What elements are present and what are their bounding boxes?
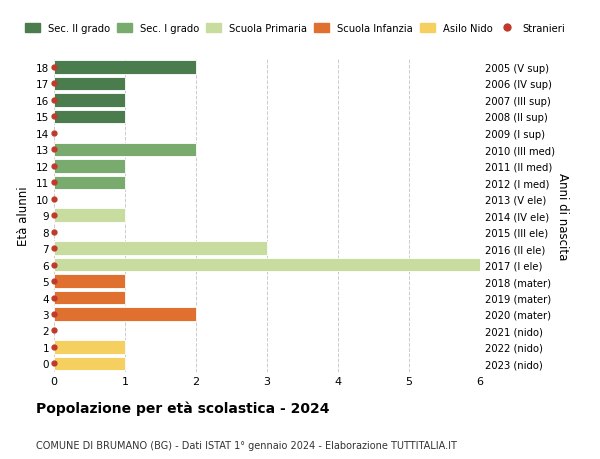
Legend: Sec. II grado, Sec. I grado, Scuola Primaria, Scuola Infanzia, Asilo Nido, Stran: Sec. II grado, Sec. I grado, Scuola Prim…	[25, 24, 566, 34]
Bar	[54, 242, 267, 255]
Bar	[54, 274, 125, 288]
Bar	[54, 143, 196, 157]
Bar	[54, 308, 196, 321]
Text: Popolazione per età scolastica - 2024: Popolazione per età scolastica - 2024	[36, 401, 329, 415]
Text: COMUNE DI BRUMANO (BG) - Dati ISTAT 1° gennaio 2024 - Elaborazione TUTTITALIA.IT: COMUNE DI BRUMANO (BG) - Dati ISTAT 1° g…	[36, 440, 457, 450]
Bar	[54, 160, 125, 173]
Bar	[54, 291, 125, 305]
Y-axis label: Anni di nascita: Anni di nascita	[556, 172, 569, 259]
Bar	[54, 341, 125, 354]
Bar	[54, 176, 125, 190]
Y-axis label: Età alunni: Età alunni	[17, 186, 31, 246]
Bar	[54, 357, 125, 370]
Bar	[54, 78, 125, 91]
Bar	[54, 61, 196, 75]
Bar	[54, 94, 125, 107]
Bar	[54, 111, 125, 124]
Bar	[54, 258, 480, 272]
Bar	[54, 209, 125, 223]
